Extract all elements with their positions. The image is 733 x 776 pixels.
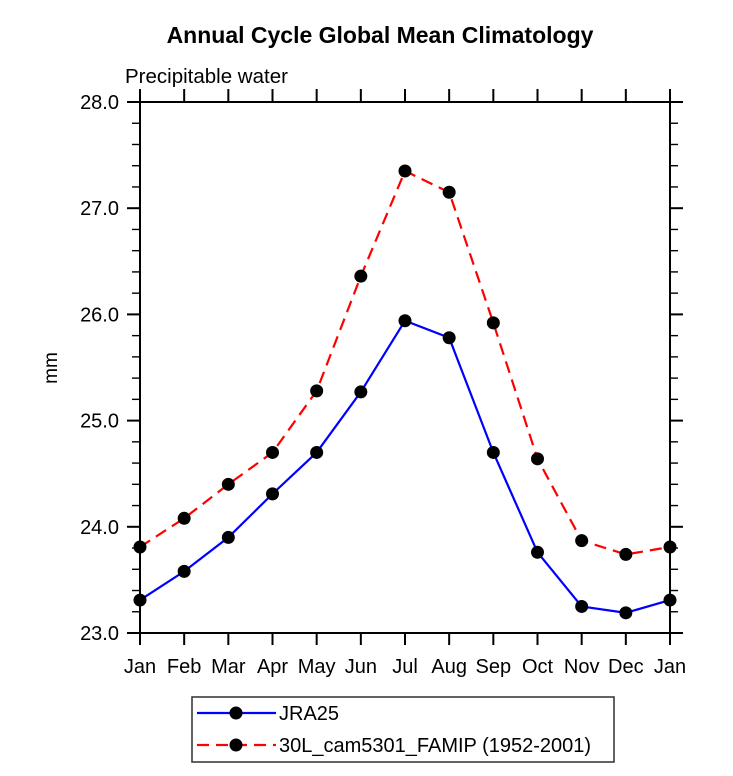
x-tick-label: Jul: [392, 656, 418, 678]
data-point-marker: [354, 269, 368, 283]
data-point-marker: [531, 545, 544, 559]
data-point-marker: [310, 384, 324, 398]
legend-box: [191, 696, 615, 763]
x-tick-label: Oct: [522, 656, 554, 678]
chart-title: Annual Cycle Global Mean Climatology: [167, 22, 594, 48]
data-point-marker: [221, 530, 235, 544]
y-tick-label: 23.0: [80, 623, 119, 645]
y-tick-label: 24.0: [80, 517, 119, 539]
y-tick-label: 28.0: [80, 92, 119, 114]
x-tick-label: Nov: [564, 656, 600, 678]
data-point-marker: [221, 477, 235, 491]
data-point-marker: [442, 185, 456, 199]
legend-label-jra25: JRA25: [279, 703, 339, 725]
legend: JRA25 30L_cam5301_FAMIP (1952-2001): [191, 696, 615, 763]
data-point-marker: [619, 547, 633, 561]
data-point-marker: [619, 606, 633, 620]
y-tick-label: 27.0: [80, 198, 119, 220]
chart-subtitle: Precipitable water: [125, 65, 288, 88]
data-point-marker: [266, 445, 279, 459]
data-point-marker: [486, 445, 500, 459]
legend-marker-icon: [229, 738, 243, 752]
data-point-marker: [354, 385, 368, 399]
y-tick-label: 25.0: [80, 411, 119, 433]
data-point-marker: [177, 511, 191, 525]
plot-frame: [139, 101, 671, 634]
data-point-marker: [486, 316, 500, 330]
data-point-marker: [398, 314, 412, 328]
data-point-marker: [531, 452, 544, 466]
x-tick-label: May: [298, 656, 336, 678]
y-axis-label: mm: [41, 352, 62, 384]
data-point-marker: [398, 164, 412, 178]
series-line-0: [139, 319, 671, 614]
data-point-marker: [663, 540, 677, 554]
x-tick-label: Aug: [431, 656, 467, 678]
data-point-marker: [266, 487, 279, 501]
x-tick-label: Jan: [654, 656, 686, 678]
series-line-1: [139, 169, 671, 556]
x-tick-label: Jun: [345, 656, 377, 678]
x-tick-label: Sep: [476, 656, 512, 678]
plot-area: [133, 164, 677, 620]
data-point-marker: [575, 599, 589, 613]
data-point-marker: [133, 540, 147, 554]
y-tick-label: 26.0: [80, 304, 119, 326]
axes: 23.0 24.0 25.0 26.0 27.0 28.0 Jan Feb Mar Apr May J…: [80, 89, 686, 678]
data-point-marker: [663, 593, 677, 607]
x-tick-label: Mar: [211, 656, 246, 678]
x-tick-label: Jan: [124, 656, 156, 678]
data-point-marker: [310, 445, 324, 459]
x-tick-label: Feb: [167, 656, 201, 678]
data-point-marker: [133, 593, 147, 607]
legend-label-famip: 30L_cam5301_FAMIP (1952-2001): [279, 735, 591, 757]
legend-marker-icon: [229, 706, 243, 720]
x-tick-label: Apr: [257, 656, 288, 678]
data-point-marker: [575, 534, 589, 548]
x-tick-label: Dec: [608, 656, 644, 678]
data-point-marker: [442, 331, 456, 345]
data-point-marker: [177, 564, 191, 578]
